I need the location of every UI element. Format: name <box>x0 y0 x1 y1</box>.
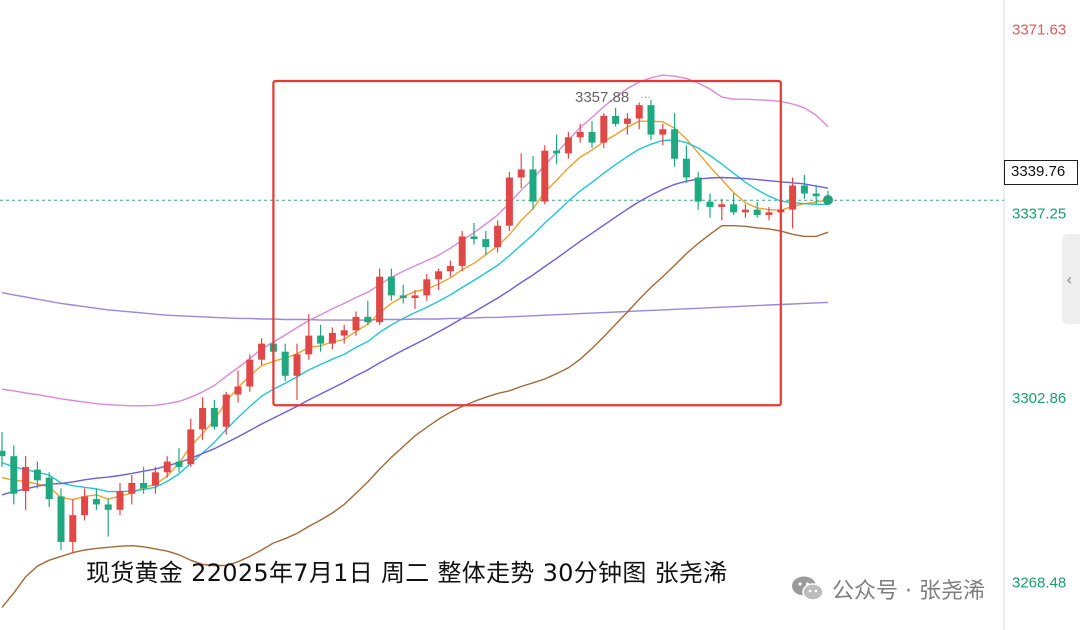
candle-body <box>612 115 620 124</box>
candle-body <box>623 118 631 124</box>
high-price-label: 3357.88 <box>575 89 629 106</box>
indicator-line-5 <box>1 74 829 407</box>
candle-body <box>694 177 702 202</box>
candle-body <box>470 236 478 240</box>
candle-body <box>163 461 171 473</box>
candle-body <box>399 295 407 299</box>
candle-body <box>151 472 159 486</box>
candle-layer <box>0 99 833 553</box>
candle-body <box>45 477 53 500</box>
candle-body <box>706 201 714 207</box>
candle-body <box>588 131 596 143</box>
watermark: 公众号 · 张尧浠 <box>790 573 985 605</box>
y-tick-label: 3371.63 <box>1012 21 1066 38</box>
candle-body <box>387 276 395 296</box>
candle-body <box>116 491 124 510</box>
annotation-layer: 3357.88 … <box>272 79 782 407</box>
candle-body <box>446 265 454 272</box>
indicator-line-4 <box>1 292 829 321</box>
candle-body <box>81 496 89 516</box>
candle-body <box>352 316 360 331</box>
candle-body <box>682 158 690 178</box>
candle-body <box>529 169 537 202</box>
candle-body <box>258 343 266 360</box>
last-price-dot <box>823 194 833 205</box>
candle-body <box>92 499 100 505</box>
candle-body <box>340 330 348 336</box>
candle-body <box>328 332 336 344</box>
candle-body <box>553 150 561 154</box>
candle-body <box>789 185 797 210</box>
candle-body <box>175 461 183 467</box>
y-tick-label: 3268.48 <box>1012 574 1066 591</box>
candle-body <box>659 129 667 135</box>
chevron-left-icon: ‹ <box>1066 270 1073 289</box>
y-tick-label: 3337.25 <box>1012 206 1066 223</box>
candle-body <box>10 456 18 494</box>
candle-body <box>140 483 148 489</box>
candle-body <box>246 359 254 387</box>
candle-body <box>317 335 325 344</box>
side-panel-toggle[interactable]: ‹ <box>1062 234 1080 324</box>
candle-body <box>69 515 77 542</box>
candle-body <box>33 469 41 481</box>
candle-body <box>482 239 490 248</box>
candle-body <box>234 386 242 395</box>
watermark-text: 公众号 · 张尧浠 <box>832 579 985 604</box>
indicator-line-2 <box>1 139 828 493</box>
chart-caption: 现货黄金 22025年7月1日 周二 整体走势 30分钟图 张尧浠 <box>86 559 728 587</box>
candle-body <box>600 115 608 143</box>
candle-body <box>281 351 289 376</box>
candle-body <box>635 105 643 119</box>
candle-body <box>564 137 572 154</box>
highlight-box <box>272 79 782 407</box>
candle-body <box>222 394 230 427</box>
candle-body <box>765 212 773 215</box>
candle-body <box>505 177 513 226</box>
candle-body <box>671 129 679 159</box>
candle-body <box>730 204 738 213</box>
candle-body <box>199 407 207 430</box>
candle-body <box>576 131 584 138</box>
candle-body <box>411 295 419 299</box>
candle-body <box>517 169 525 178</box>
wechat-icon <box>792 576 824 601</box>
indicator-line-6 <box>1 225 829 608</box>
candle-body <box>812 193 820 197</box>
candle-body <box>741 209 749 213</box>
high-price-ellipsis: … <box>640 89 651 101</box>
candle-body <box>423 279 431 296</box>
candle-body <box>647 105 655 135</box>
candle-body <box>458 236 466 266</box>
candle-body <box>435 271 443 280</box>
candle-body <box>57 496 65 542</box>
candle-body <box>305 335 313 355</box>
current-price-tag: 3339.76 <box>1004 160 1078 185</box>
candle-body <box>187 429 195 465</box>
candle-body <box>800 185 808 194</box>
candle-body <box>0 450 6 457</box>
candle-body <box>376 276 384 323</box>
candle-body <box>128 483 136 494</box>
candle-body <box>22 466 30 492</box>
candle-body <box>718 204 726 207</box>
y-tick-label: 3302.86 <box>1012 390 1066 407</box>
price-axis: 3371.63 3337.25 3302.86 3268.48 <box>1012 21 1066 591</box>
candle-body <box>293 354 301 376</box>
candle-body <box>541 150 549 202</box>
indicator-line-3 <box>1 176 829 496</box>
series-layer <box>1 74 829 608</box>
candle-body <box>210 407 218 427</box>
candle-body <box>104 504 112 510</box>
candle-body <box>494 225 502 248</box>
candle-body <box>753 209 761 215</box>
candle-body <box>364 316 372 323</box>
